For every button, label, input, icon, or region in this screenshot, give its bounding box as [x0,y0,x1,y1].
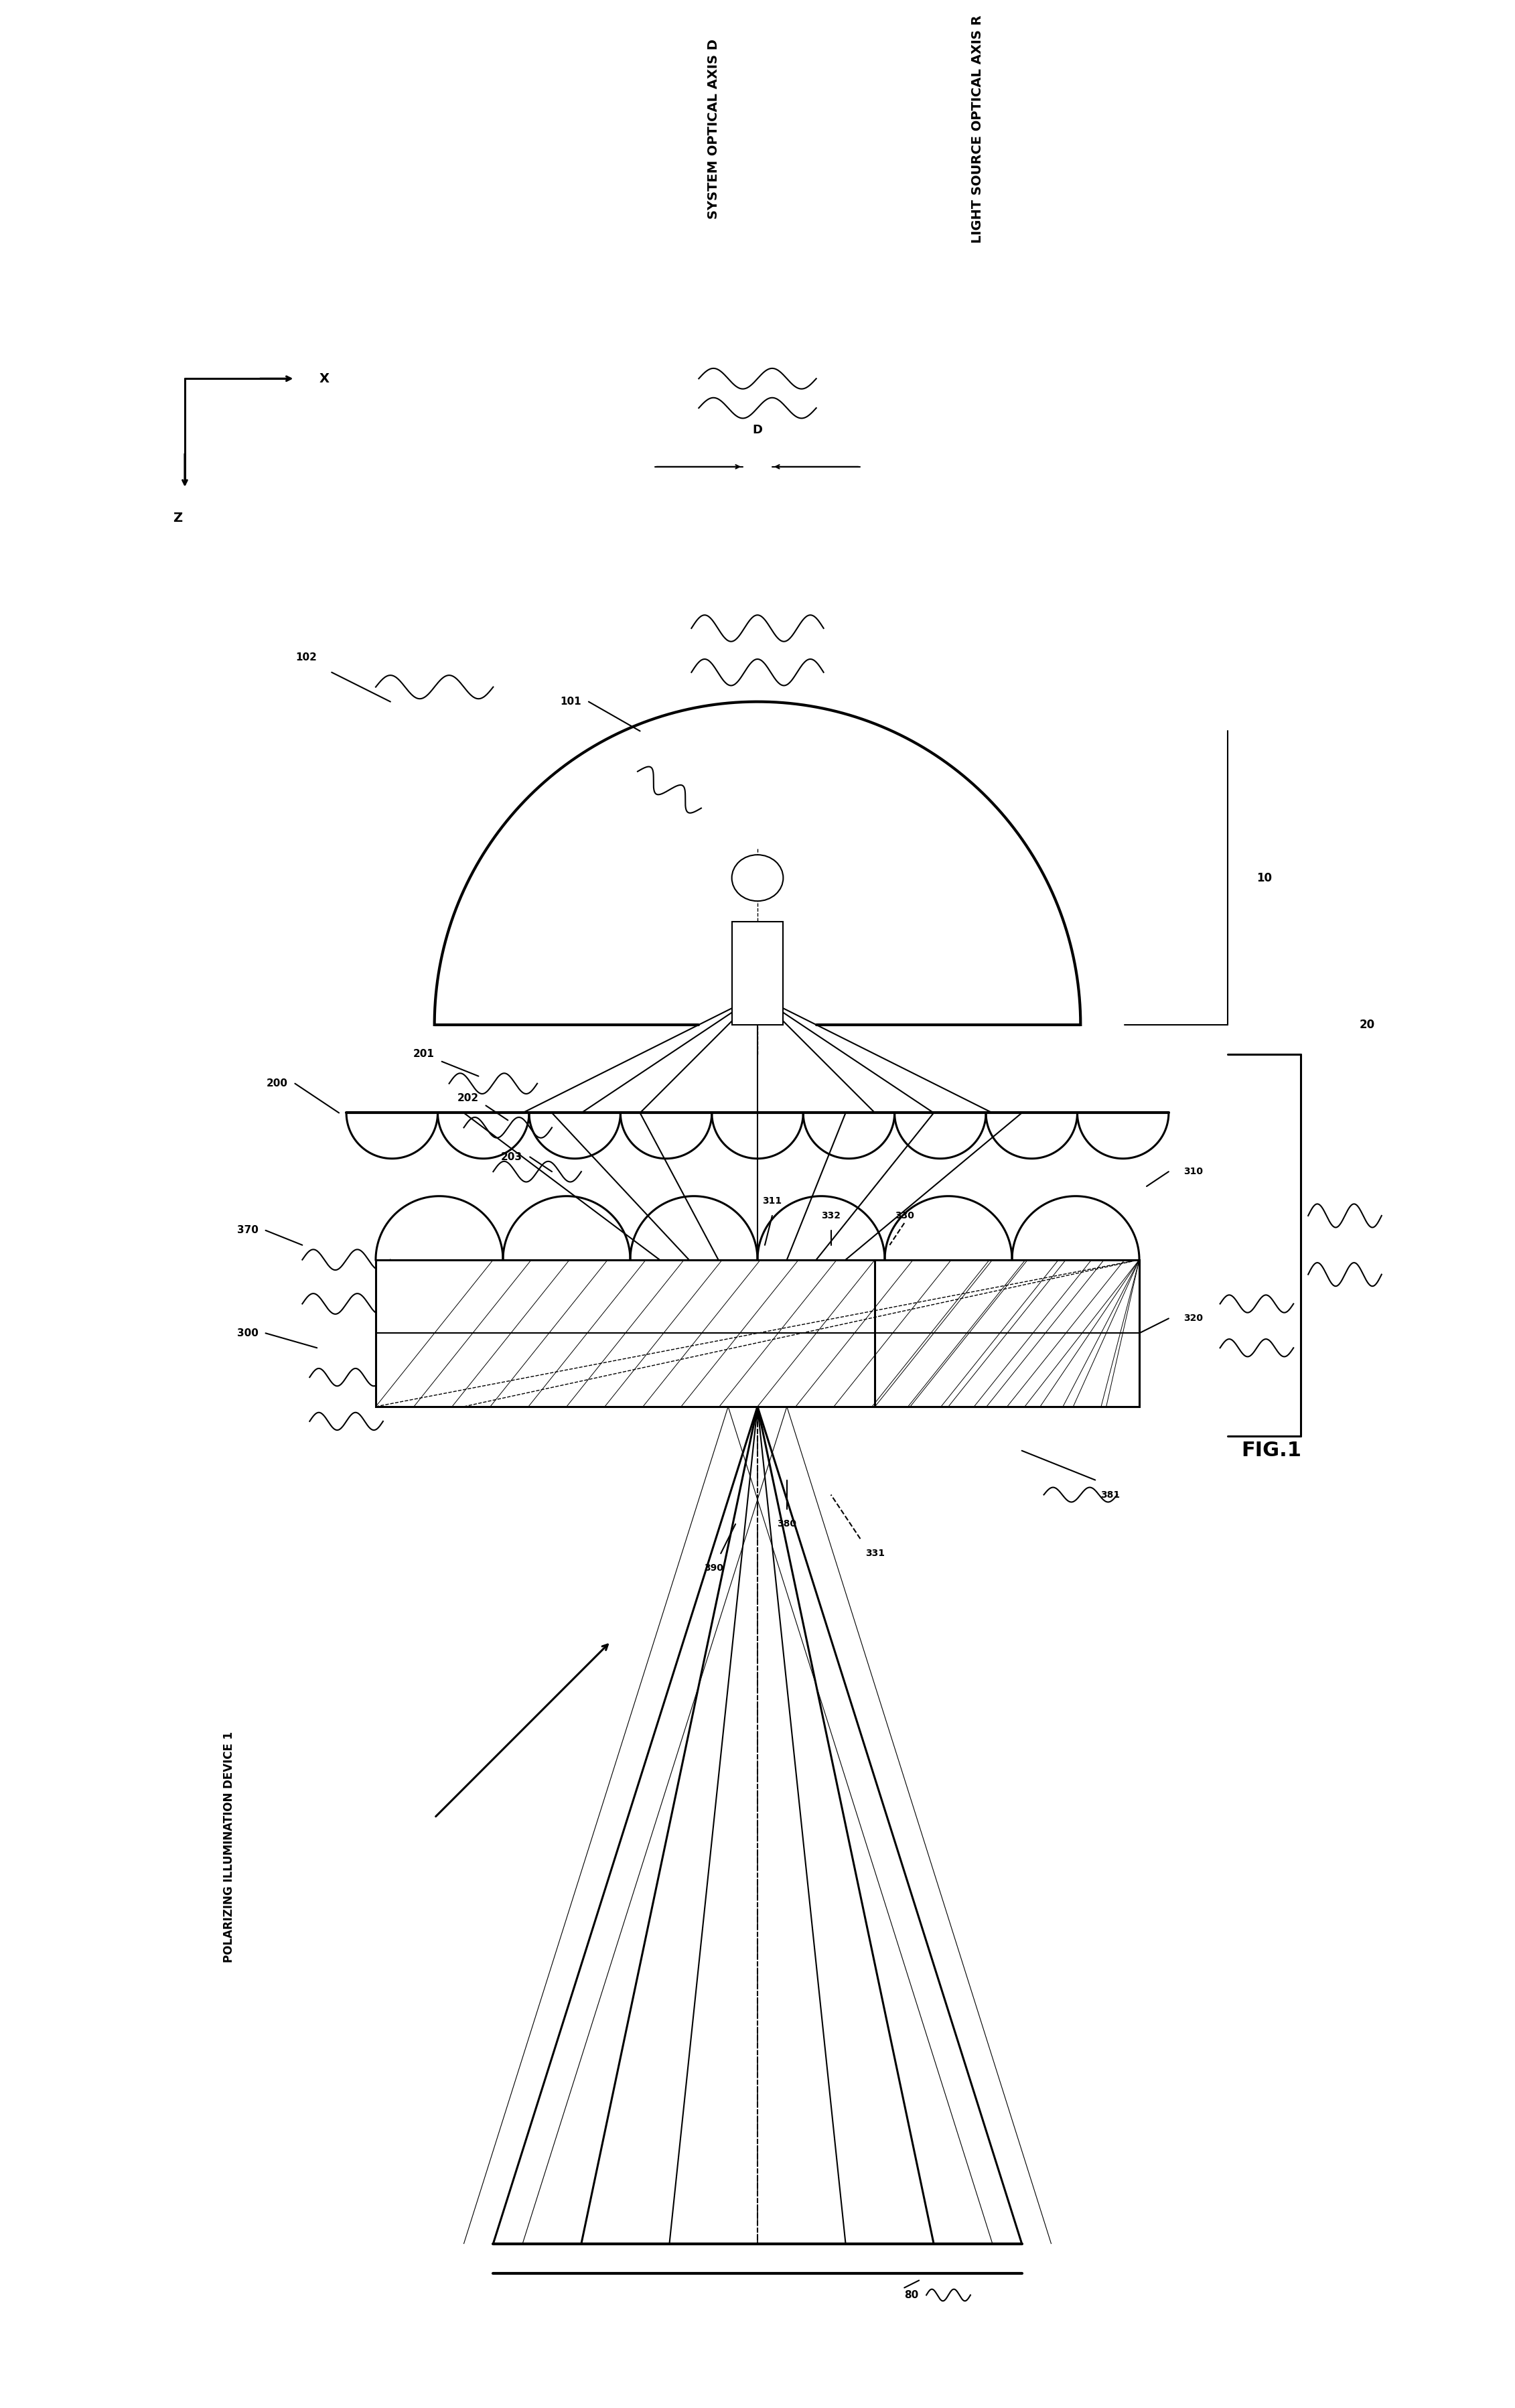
Text: 311: 311 [762,1197,782,1206]
Text: 200: 200 [267,1079,288,1088]
Bar [732,922,783,1026]
Text: 300: 300 [236,1329,258,1339]
Text: 370: 370 [236,1226,258,1235]
Text: 101: 101 [561,696,582,706]
Text: 332: 332 [821,1211,841,1221]
Text: 390: 390 [704,1563,723,1572]
Text: 331: 331 [865,1548,885,1558]
Text: FIG.1: FIG.1 [1241,1440,1301,1459]
Text: D: D [753,424,762,436]
Text: POLARIZING ILLUMINATION DEVICE 1: POLARIZING ILLUMINATION DEVICE 1 [223,1731,235,1963]
Text: 201: 201 [414,1050,435,1060]
Text: 10: 10 [1257,872,1273,884]
Bar [876,1259,1139,1406]
Ellipse shape [732,855,783,901]
Text: LIGHT SOURCE OPTICAL AXIS R: LIGHT SOURCE OPTICAL AXIS R [971,14,985,243]
Text: Z: Z [173,513,182,525]
Text: SYSTEM OPTICAL AXIS D: SYSTEM OPTICAL AXIS D [708,39,720,219]
Text: 330: 330 [895,1211,914,1221]
Text: 381: 381 [1100,1491,1120,1500]
Bar [376,1259,1139,1406]
Text: X: X [320,373,329,385]
Text: 310: 310 [1183,1168,1203,1178]
Text: 20: 20 [1359,1019,1376,1031]
Text: 320: 320 [1183,1315,1203,1322]
Text: 102: 102 [295,653,317,662]
Text: 202: 202 [458,1093,479,1103]
Text: 80: 80 [904,2290,918,2300]
Text: 203: 203 [501,1151,523,1163]
Text: 380: 380 [777,1519,797,1529]
